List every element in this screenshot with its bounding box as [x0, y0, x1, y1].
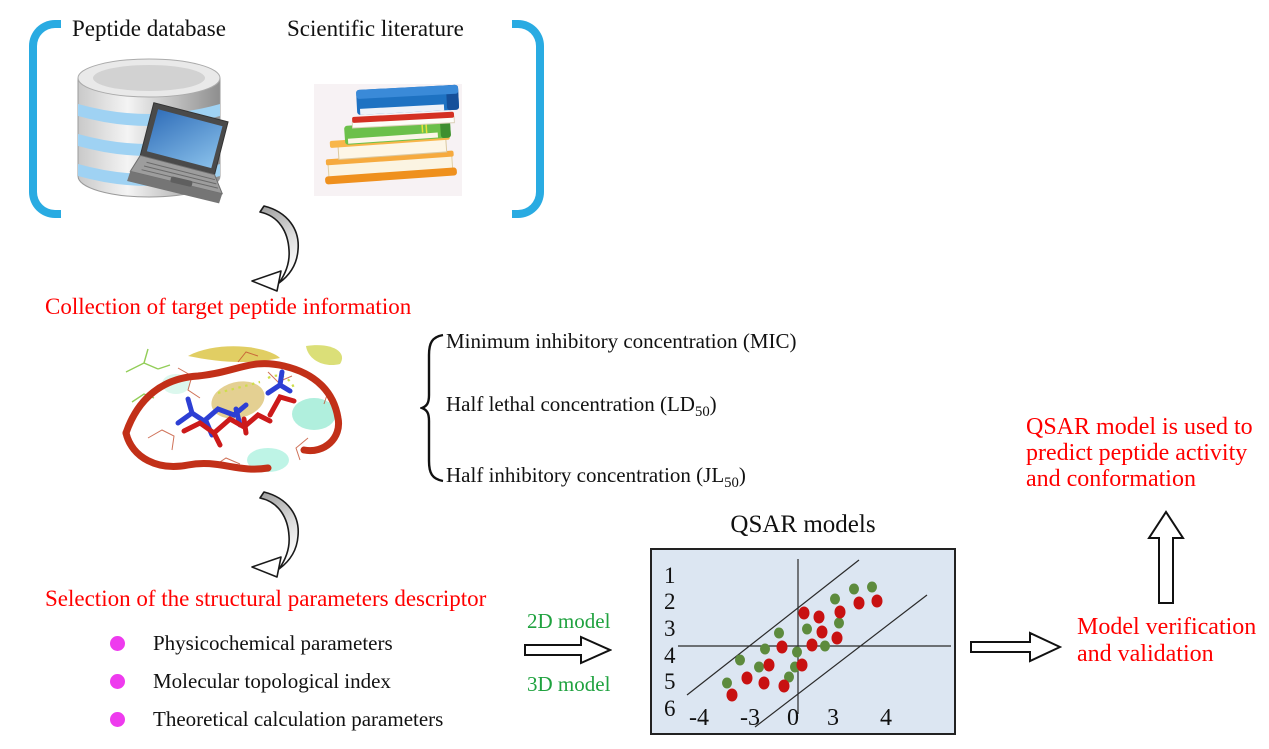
block-arrow-right-icon: [970, 631, 1062, 663]
database-laptop-icon: [77, 58, 229, 204]
x-tick-label: -3: [740, 705, 760, 731]
prediction-line: and conformation: [1026, 466, 1196, 492]
descriptor-item: Theoretical calculation parameters: [110, 706, 444, 731]
model-verification-text: Model verification and validation: [1077, 614, 1256, 668]
prediction-text: QSAR model is used to predict peptide act…: [1026, 414, 1253, 492]
collection-step-title: Collection of target peptide information: [45, 294, 412, 319]
right-bracket: [512, 20, 544, 218]
books-stack-icon: [314, 84, 462, 196]
model-3d-label: 3D model: [527, 672, 611, 696]
scientific-literature-label: Scientific literature: [287, 16, 464, 41]
measurement-label: Half inhibitory concentration (JL50): [446, 463, 746, 492]
x-tick-label: -4: [689, 705, 709, 731]
bullet-icon: [110, 635, 125, 651]
y-tick-label: 4: [664, 643, 676, 668]
left-bracket: [29, 20, 61, 218]
model-2d-label: 2D model: [527, 609, 611, 633]
y-tick-label: 5: [664, 669, 676, 694]
curved-down-arrow-icon: [251, 205, 299, 292]
verification-line: and validation: [1077, 641, 1214, 667]
scatter-plot: 1 2 3 4 5 6 -4 -3 0 3 4: [650, 548, 956, 735]
descriptor-list: Physicochemical parameters Molecular topo…: [110, 630, 444, 746]
bullet-icon: [110, 673, 125, 689]
measurement-label: Minimum inhibitory concentration (MIC): [446, 329, 797, 353]
brace-icon: [420, 333, 444, 483]
molecule-image: [118, 338, 352, 485]
y-tick-label: 1: [664, 563, 676, 588]
y-tick-label: 3: [664, 616, 676, 641]
x-tick-label: 0: [787, 705, 799, 731]
descriptor-label: Physicochemical parameters: [153, 630, 393, 655]
scatter-plot-canvas: [652, 550, 954, 733]
descriptor-label: Molecular topological index: [153, 668, 391, 693]
descriptor-item: Physicochemical parameters: [110, 630, 443, 655]
selection-step-title: Selection of the structural parameters d…: [45, 586, 487, 611]
prediction-line: QSAR model is used to: [1026, 414, 1253, 440]
measurement-label: Half lethal concentration (LD50): [446, 392, 717, 421]
x-tick-label: 4: [880, 705, 892, 731]
curved-down-arrow-icon: [251, 491, 299, 578]
measurement-list: Minimum inhibitory concentration (MIC) Ha…: [446, 330, 797, 535]
x-tick-label: 3: [827, 705, 839, 731]
block-arrow-right-icon: [524, 635, 612, 665]
prediction-line: predict peptide activity: [1026, 440, 1248, 466]
descriptor-item: Molecular topological index: [110, 668, 443, 693]
block-arrow-up-icon: [1147, 510, 1185, 604]
y-tick-label: 2: [664, 589, 676, 614]
verification-line: Model verification: [1077, 614, 1257, 640]
descriptor-label: Theoretical calculation parameters: [153, 706, 444, 731]
chart-title: QSAR models: [730, 511, 876, 538]
peptide-database-label: Peptide database: [72, 16, 226, 41]
bullet-icon: [110, 711, 125, 727]
y-tick-label: 6: [664, 696, 676, 721]
